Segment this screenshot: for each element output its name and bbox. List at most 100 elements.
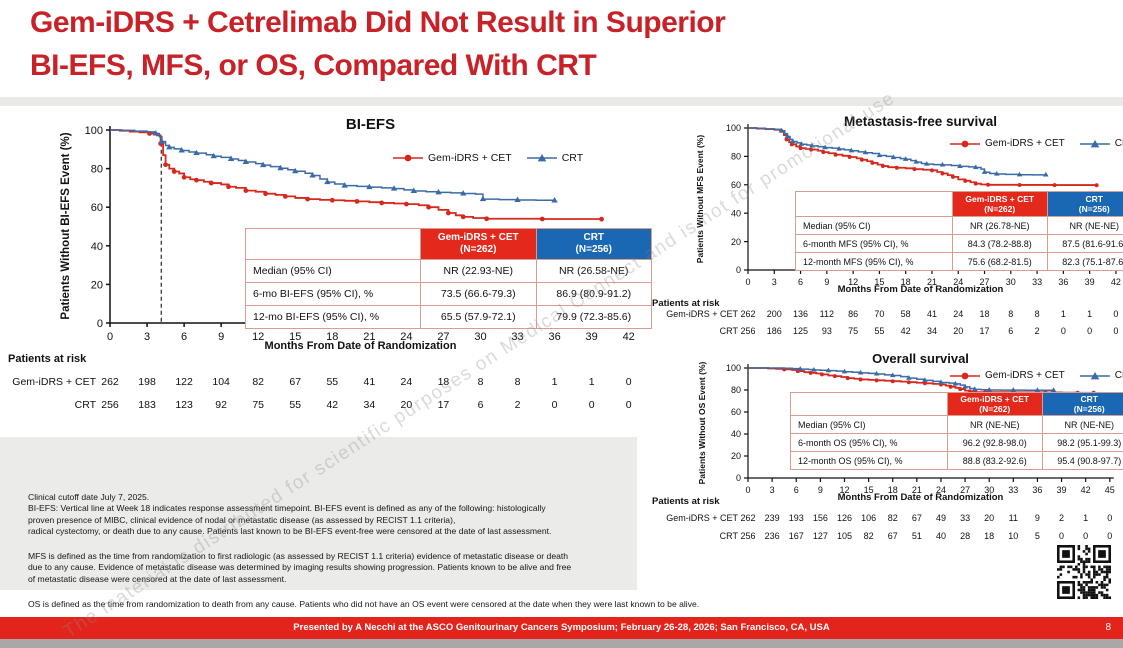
summary-col-header: [245, 228, 421, 260]
svg-text:33: 33: [1008, 485, 1018, 495]
risk-value: 136: [793, 309, 809, 319]
os-summary-table: Gem-iDRS + CET (N=262) CRT (N=256) Median …: [790, 392, 1123, 470]
svg-text:3: 3: [770, 485, 775, 495]
svg-text:15: 15: [289, 331, 301, 343]
risk-value: 42: [900, 326, 911, 336]
summary-col-header: Gem-iDRS + CET (N=262): [420, 228, 537, 260]
footer-bar: Presented by A Necchi at the ASCO Genito…: [0, 617, 1123, 639]
risk-row-name: CRT: [719, 326, 738, 336]
summary-col-header: [795, 191, 953, 217]
risk-value: 193: [788, 513, 804, 523]
svg-text:80: 80: [731, 385, 741, 395]
risk-value: 55: [289, 399, 302, 411]
svg-text:27: 27: [960, 485, 970, 495]
risk-value: 0: [625, 399, 632, 411]
svg-text:0: 0: [736, 265, 741, 275]
svg-text:80: 80: [731, 152, 741, 162]
bi-efs-patients-at-risk-label: Patients at risk: [8, 353, 87, 365]
risk-value: 17: [979, 326, 990, 336]
summary-col-header: CRT (N=256): [535, 228, 652, 260]
svg-text:36: 36: [548, 331, 560, 343]
summary-value: 88.8 (83.2-92.6): [947, 451, 1043, 470]
mfs-x-axis-label: Months From Date of Randomization: [837, 284, 1004, 295]
footnote-biefs: Clinical cutoff date July 7, 2025. BI-EF…: [28, 492, 552, 537]
bi-efs-x-axis-label: Months From Date of Randomization: [264, 340, 457, 352]
svg-text:24: 24: [936, 485, 946, 495]
svg-text:18: 18: [326, 331, 338, 343]
bottom-strip: [0, 639, 1123, 648]
risk-value: 112: [819, 309, 834, 319]
risk-value: 67: [289, 376, 302, 388]
svg-text:39: 39: [1057, 485, 1067, 495]
footnote-panel: [0, 437, 637, 590]
risk-value: 82: [252, 376, 265, 388]
svg-text:100: 100: [85, 125, 103, 137]
risk-value: 41: [363, 376, 376, 388]
risk-value: 125: [793, 326, 809, 336]
svg-text:9: 9: [818, 485, 823, 495]
os-x-axis-label: Months From Date of Randomization: [837, 492, 1004, 503]
page-title-line1: Gem-iDRS + Cetrelimab Did Not Result in …: [30, 6, 726, 39]
risk-value: 34: [926, 326, 937, 336]
risk-value: 10: [1008, 531, 1019, 541]
risk-value: 11: [1008, 513, 1018, 523]
footnote-mfs: MFS is defined as the time from randomiz…: [28, 551, 572, 584]
risk-value: 262: [101, 376, 119, 388]
risk-value: 18: [437, 376, 450, 388]
svg-text:21: 21: [363, 331, 375, 343]
risk-value: 236: [764, 531, 780, 541]
risk-value: 0: [1107, 531, 1113, 541]
svg-text:6: 6: [794, 485, 799, 495]
svg-text:42: 42: [1081, 485, 1091, 495]
legend-triangle-marker-icon: [1079, 139, 1110, 147]
risk-value: 256: [740, 326, 756, 336]
svg-text:33: 33: [511, 331, 523, 343]
page-number: 8: [1105, 622, 1111, 633]
risk-value: 2: [514, 399, 521, 411]
risk-value: 75: [848, 326, 859, 336]
risk-value: 51: [911, 531, 922, 541]
os-y-axis-label: Patients Without OS Event (%): [697, 361, 707, 485]
risk-value: 20: [953, 326, 964, 336]
summary-value: 96.2 (92.8-98.0): [947, 433, 1043, 452]
svg-text:36: 36: [1032, 485, 1042, 495]
svg-text:20: 20: [731, 451, 741, 461]
legend-label: CRT: [561, 152, 584, 164]
svg-text:3: 3: [144, 331, 150, 343]
svg-text:18: 18: [888, 485, 898, 495]
risk-value: 1: [1087, 309, 1093, 319]
svg-text:0: 0: [107, 331, 113, 343]
svg-text:9: 9: [218, 331, 224, 343]
bi-efs-y-axis-label: Patients Without BI-EFS Event (%): [60, 132, 72, 320]
risk-value: 0: [1107, 513, 1113, 523]
legend-circle-marker-icon: [950, 372, 980, 379]
risk-value: 82: [887, 513, 898, 523]
risk-value: 28: [960, 531, 971, 541]
svg-text:27: 27: [437, 331, 449, 343]
os-chart-panel: Overall survival Patients Without OS Eve…: [650, 350, 1123, 550]
svg-text:12: 12: [848, 277, 858, 287]
risk-row-name: CRT: [719, 531, 738, 541]
summary-row-label: 12-mo BI-EFS (95% CI), %: [245, 305, 421, 329]
svg-text:39: 39: [586, 331, 598, 343]
risk-value: 67: [911, 513, 922, 523]
risk-row-name: CRT: [74, 399, 96, 411]
risk-value: 6: [1008, 326, 1014, 336]
risk-value: 42: [326, 399, 339, 411]
summary-row-label: 6-month MFS (95% CI), %: [795, 234, 953, 253]
risk-value: 200: [766, 309, 782, 319]
mfs-y-axis-label: Patients Without MFS Event (%): [695, 134, 705, 264]
risk-value: 55: [874, 326, 885, 336]
risk-value: 186: [766, 326, 782, 336]
footnote-os: OS is defined as the time from randomiza…: [28, 599, 700, 609]
risk-value: 8: [477, 376, 484, 388]
mfs-summary-table: Gem-iDRS + CET (N=262) CRT (N=256) Median …: [795, 191, 1123, 271]
risk-value: 0: [625, 376, 632, 388]
header-divider: [0, 97, 1123, 106]
risk-row-name: Gem-iDRS + CET: [666, 309, 738, 319]
summary-row-label: 6-mo BI-EFS (95% CI), %: [245, 282, 421, 306]
svg-text:6: 6: [798, 277, 803, 287]
risk-value: 20: [400, 399, 413, 411]
